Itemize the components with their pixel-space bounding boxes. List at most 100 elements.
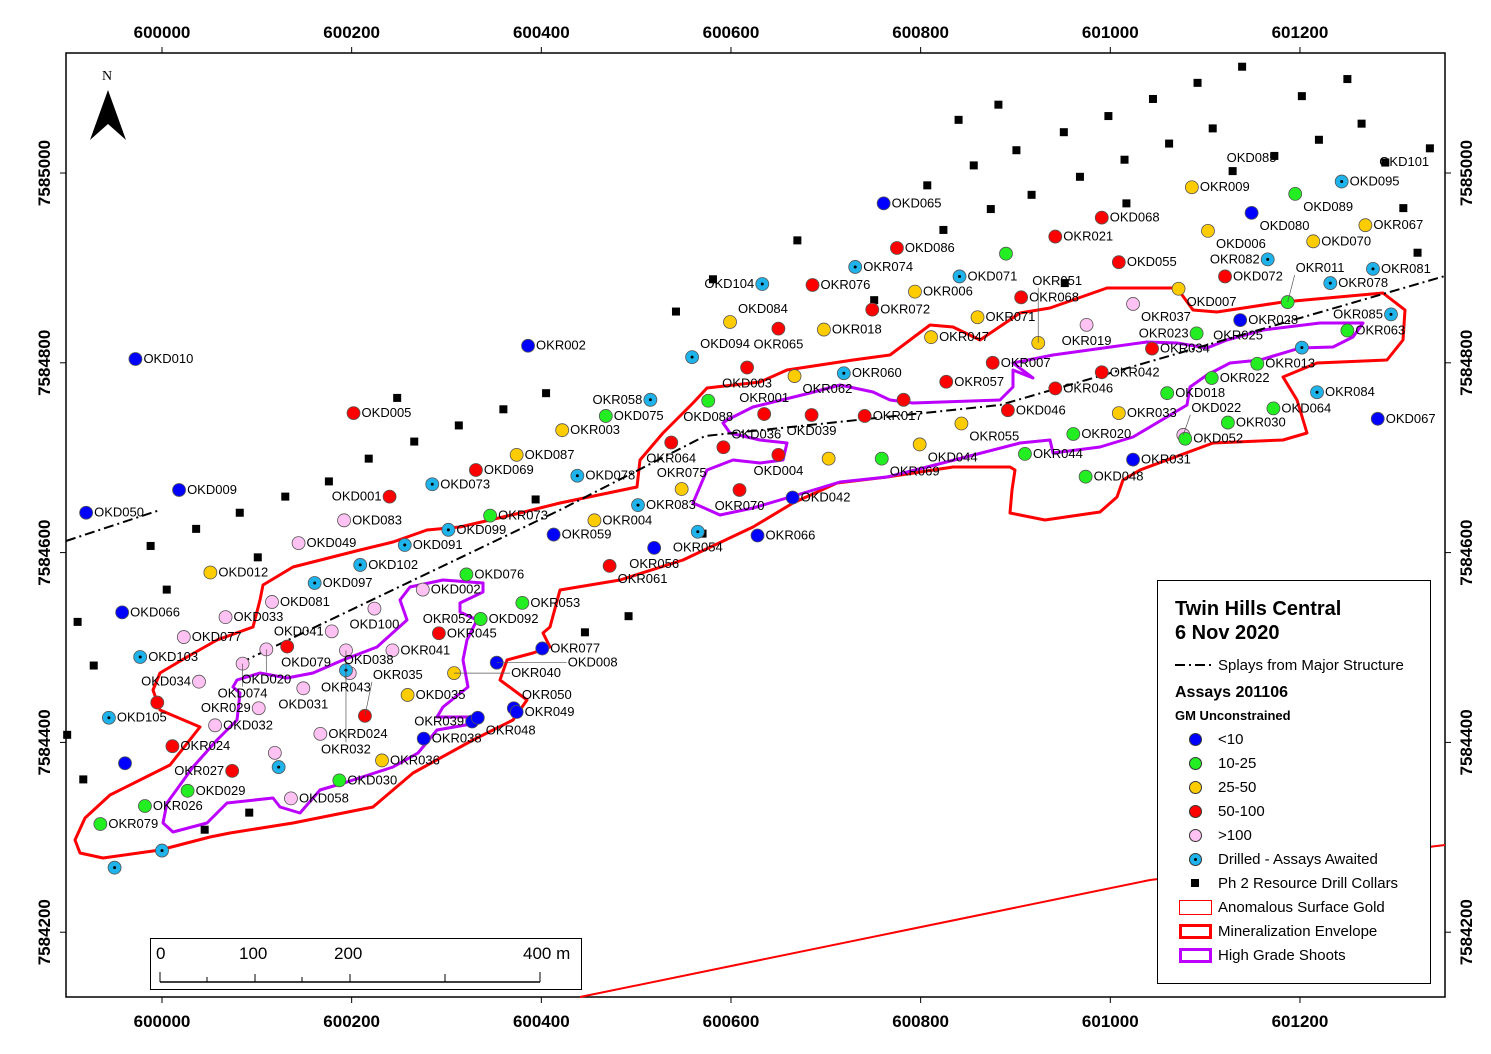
drillhole-marker[interactable] xyxy=(1266,401,1281,416)
drillhole-marker[interactable] xyxy=(1079,317,1094,332)
drillhole-marker[interactable] xyxy=(296,681,311,696)
drillhole-marker[interactable] xyxy=(804,408,819,422)
drillhole-marker[interactable] xyxy=(1244,205,1259,220)
drillhole-marker[interactable] xyxy=(1094,365,1109,380)
drillhole-marker[interactable] xyxy=(1233,313,1248,327)
drillhole-marker[interactable] xyxy=(1126,297,1140,311)
drillhole-marker[interactable] xyxy=(346,406,361,420)
drillhole-marker[interactable] xyxy=(79,505,94,520)
drillhole-marker[interactable] xyxy=(1126,452,1140,467)
drillhole-marker[interactable] xyxy=(643,392,658,407)
drillhole-marker[interactable] xyxy=(1220,415,1235,430)
drillhole-marker[interactable] xyxy=(1014,290,1029,305)
drillhole-marker[interactable] xyxy=(602,558,617,573)
drillhole-marker[interactable] xyxy=(155,843,169,858)
drillhole-marker[interactable] xyxy=(690,524,705,539)
drillhole-marker[interactable] xyxy=(265,595,279,609)
drillhole-marker[interactable] xyxy=(468,463,483,477)
drillhole-marker[interactable] xyxy=(251,701,266,716)
drillhole-marker[interactable] xyxy=(857,409,872,423)
drillhole-marker[interactable] xyxy=(1111,406,1126,420)
drillhole-marker[interactable] xyxy=(1260,252,1275,267)
drillhole-marker[interactable] xyxy=(382,489,397,504)
drillhole-marker[interactable] xyxy=(291,536,306,551)
drillhole-marker[interactable] xyxy=(1178,431,1193,446)
drillhole-marker[interactable] xyxy=(267,745,282,760)
drillhole-marker[interactable] xyxy=(1250,356,1265,371)
drillhole-marker[interactable] xyxy=(1171,281,1186,296)
drillhole-marker[interactable] xyxy=(337,513,351,528)
drillhole-marker[interactable] xyxy=(1306,234,1321,249)
drillhole-marker[interactable] xyxy=(876,196,891,211)
drillhole-marker[interactable] xyxy=(172,483,186,497)
drillhole-marker[interactable] xyxy=(1201,223,1215,238)
drillhole-marker[interactable] xyxy=(459,567,474,582)
drillhole-marker[interactable] xyxy=(685,350,699,365)
drillhole-marker[interactable] xyxy=(805,278,820,292)
drillhole-marker[interactable] xyxy=(385,643,400,658)
drillhole-marker[interactable] xyxy=(716,440,731,455)
drillhole-marker[interactable] xyxy=(647,540,662,555)
drillhole-marker[interactable] xyxy=(441,522,456,537)
drillhole-marker[interactable] xyxy=(509,705,524,719)
drillhole-marker[interactable] xyxy=(874,451,889,466)
drillhole-marker[interactable] xyxy=(821,451,836,466)
drillhole-marker[interactable] xyxy=(912,437,927,452)
drillhole-marker[interactable] xyxy=(218,610,233,625)
drillhole-marker[interactable] xyxy=(817,322,831,337)
drillhole-marker[interactable] xyxy=(701,393,716,408)
drillhole-marker[interactable] xyxy=(470,710,485,725)
drillhole-marker[interactable] xyxy=(750,528,765,543)
drillhole-marker[interactable] xyxy=(848,260,863,274)
drillhole-marker[interactable] xyxy=(118,756,132,771)
drillhole-marker[interactable] xyxy=(939,374,954,389)
drillhole-marker[interactable] xyxy=(631,498,645,513)
drillhole-marker[interactable] xyxy=(1018,447,1032,461)
drillhole-marker[interactable] xyxy=(416,731,431,746)
drillhole-marker[interactable] xyxy=(515,595,530,610)
drillhole-marker[interactable] xyxy=(271,760,286,774)
drillhole-marker[interactable] xyxy=(771,447,786,462)
drillhole-marker[interactable] xyxy=(587,513,602,528)
drillhole-marker[interactable] xyxy=(128,352,143,366)
drillhole-marker[interactable] xyxy=(473,612,488,626)
drillhole-marker[interactable] xyxy=(225,763,240,778)
drillhole-marker[interactable] xyxy=(1066,427,1081,441)
drillhole-marker[interactable] xyxy=(208,718,223,733)
drillhole-marker[interactable] xyxy=(101,710,116,725)
drillhole-marker[interactable] xyxy=(280,639,295,654)
drillhole-marker[interactable] xyxy=(1218,269,1232,284)
drillhole-marker[interactable] xyxy=(400,688,415,702)
drillhole-marker[interactable] xyxy=(107,860,122,875)
drillhole-marker[interactable] xyxy=(1000,403,1015,418)
drillhole-marker[interactable] xyxy=(785,490,800,505)
drillhole-marker[interactable] xyxy=(723,315,737,329)
drillhole-marker[interactable] xyxy=(133,650,148,664)
drillhole-marker[interactable] xyxy=(432,626,446,641)
drillhole-marker[interactable] xyxy=(1288,186,1303,201)
drillhole-marker[interactable] xyxy=(307,576,322,590)
drillhole-marker[interactable] xyxy=(1323,276,1338,290)
drillhole-marker[interactable] xyxy=(908,284,922,299)
drillhole-marker[interactable] xyxy=(1094,210,1109,225)
drillhole-marker[interactable] xyxy=(1145,341,1159,356)
drillhole-marker[interactable] xyxy=(1310,385,1324,400)
drillhole-marker[interactable] xyxy=(521,338,535,353)
drillhole-marker[interactable] xyxy=(324,624,339,639)
drillhole-marker[interactable] xyxy=(93,817,108,831)
drillhole-marker[interactable] xyxy=(954,416,969,431)
drillhole-marker[interactable] xyxy=(970,310,985,325)
drillhole-marker[interactable] xyxy=(1048,381,1063,396)
drillhole-marker[interactable] xyxy=(1111,255,1126,270)
drillhole-marker[interactable] xyxy=(150,695,165,710)
drillhole-marker[interactable] xyxy=(1294,340,1309,355)
drillhole-marker[interactable] xyxy=(1340,323,1355,338)
drillhole-marker[interactable] xyxy=(192,674,206,689)
drillhole-marker[interactable] xyxy=(1184,180,1199,195)
drillhole-marker[interactable] xyxy=(865,302,880,317)
drillhole-marker[interactable] xyxy=(570,468,585,483)
drillhole-marker[interactable] xyxy=(732,483,747,497)
drillhole-marker[interactable] xyxy=(555,423,570,438)
drillhole-marker[interactable] xyxy=(367,601,382,616)
drillhole-marker[interactable] xyxy=(1078,469,1093,484)
